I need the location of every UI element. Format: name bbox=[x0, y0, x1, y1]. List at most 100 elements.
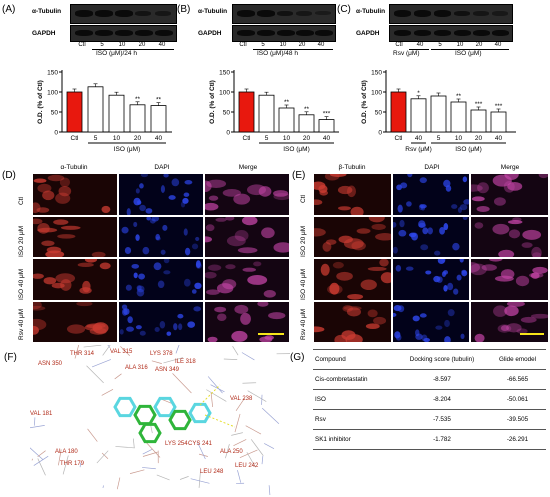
significance-label: *** bbox=[323, 111, 331, 118]
microscopy-image bbox=[118, 215, 204, 258]
y-tick-label: 100 bbox=[371, 90, 382, 97]
residue-label: CYS 241 bbox=[188, 441, 213, 447]
lane-label: 5 bbox=[261, 42, 265, 48]
microscopy-image bbox=[32, 215, 118, 258]
cell-texture bbox=[33, 218, 106, 258]
table-header: Docking score (tubulin) bbox=[395, 349, 489, 370]
significance-label: ** bbox=[156, 97, 162, 104]
column-label: DAPI bbox=[424, 164, 440, 171]
cell-texture bbox=[205, 216, 289, 253]
blot-label-gapdh-b: GAPDH bbox=[198, 30, 222, 37]
bar bbox=[430, 95, 447, 133]
microscopy-image bbox=[391, 215, 471, 258]
lane-label: 40 bbox=[416, 42, 424, 48]
y-tick-label: 0 bbox=[54, 130, 58, 137]
residue-label: LEU 248 bbox=[200, 469, 224, 475]
treatment-label-b: ISO (μM)/48 h bbox=[257, 50, 298, 57]
protein-bond bbox=[87, 428, 98, 442]
table-cell: -66.565 bbox=[489, 369, 546, 390]
docking-score-table: Compound Docking score (tubulin) Glide e… bbox=[313, 349, 546, 450]
protein-bond bbox=[101, 388, 114, 396]
panel-label-c: (C) bbox=[337, 4, 351, 15]
protein-bond bbox=[239, 449, 258, 459]
blot-label-gapdh-c: GAPDH bbox=[356, 30, 380, 37]
microscopy-image bbox=[470, 173, 549, 216]
protein-bond bbox=[133, 438, 135, 448]
category-label: 10 bbox=[283, 135, 291, 142]
lane-label: 20 bbox=[138, 42, 146, 48]
row-label: Rsv 40 μM bbox=[300, 308, 307, 340]
microscopy-image bbox=[118, 300, 204, 343]
treatment-label-a: ISO (μM)/24 h bbox=[96, 50, 137, 57]
cell-texture bbox=[119, 304, 201, 336]
category-label: 20 bbox=[303, 135, 311, 142]
scale-bar bbox=[258, 333, 284, 335]
residue-label: VAL 181 bbox=[30, 411, 53, 417]
row-label: Rsv 40 μM bbox=[18, 308, 25, 340]
blot-label-tubulin-a: α-Tubulin bbox=[32, 8, 62, 15]
microscopy-image bbox=[470, 300, 549, 343]
lane-label: 10 bbox=[118, 42, 126, 48]
western-blot-tubulin-c bbox=[389, 4, 513, 24]
group-label-iso: ISO (μM) bbox=[455, 50, 482, 57]
microscopy-image bbox=[32, 173, 118, 216]
category-label: Ctl bbox=[243, 135, 252, 142]
protein-bond bbox=[120, 346, 131, 357]
y-tick-label: 150 bbox=[371, 70, 382, 77]
category-label: 5 bbox=[265, 135, 269, 142]
cell-texture bbox=[205, 261, 276, 298]
table-cell: -26.291 bbox=[489, 429, 546, 450]
microscopy-image bbox=[313, 173, 392, 216]
cell-texture bbox=[313, 216, 391, 252]
protein-bond bbox=[234, 413, 241, 433]
table-header: Compound bbox=[313, 349, 395, 370]
y-axis-label: O.D. (% of Ctl) bbox=[209, 80, 216, 124]
protein-bond bbox=[172, 373, 192, 394]
protein-bond bbox=[223, 358, 238, 360]
panel-label-d: (D) bbox=[2, 170, 16, 181]
protein-bond bbox=[30, 447, 44, 461]
protein-bond bbox=[206, 389, 227, 402]
table-cell: -50.061 bbox=[489, 389, 546, 410]
bar bbox=[87, 86, 104, 133]
cell-texture bbox=[121, 216, 200, 255]
bar bbox=[298, 114, 315, 133]
panel-label-e: (E) bbox=[292, 170, 306, 181]
residue-label: ALA 316 bbox=[125, 365, 148, 371]
protein-bond bbox=[207, 376, 223, 394]
cell-texture bbox=[474, 301, 548, 342]
microscopy-image bbox=[470, 258, 549, 301]
protein-bond bbox=[264, 443, 275, 450]
microscopy-image bbox=[204, 215, 290, 258]
table-row: Cis-combretastatin -8.597 -66.565 bbox=[313, 369, 546, 390]
microscopy-image bbox=[391, 173, 471, 216]
category-label: 20 bbox=[134, 135, 142, 142]
table-cell: -8.204 bbox=[395, 389, 489, 410]
cell-texture bbox=[207, 301, 286, 342]
bar bbox=[66, 91, 83, 133]
lane-label: Ctl bbox=[239, 42, 247, 48]
protein-bond bbox=[116, 477, 121, 490]
protein-bond bbox=[33, 455, 49, 466]
protein-bond bbox=[91, 359, 112, 368]
protein-bond bbox=[245, 425, 262, 435]
bar bbox=[278, 107, 295, 133]
protein-bond bbox=[232, 346, 239, 356]
microscopy-image bbox=[204, 173, 290, 216]
microscopy-image bbox=[204, 258, 290, 301]
significance-label: ** bbox=[135, 96, 141, 103]
cell-texture bbox=[33, 258, 111, 294]
group-label-rsv: Rsv (μM) bbox=[393, 50, 420, 57]
significance-label: * bbox=[417, 90, 420, 97]
protein-bond bbox=[250, 439, 264, 456]
ligand-ring bbox=[153, 396, 177, 418]
significance-label: ** bbox=[304, 106, 310, 113]
microscopy-image bbox=[118, 173, 204, 216]
protein-bond bbox=[175, 345, 180, 354]
y-tick-label: 0 bbox=[378, 130, 382, 137]
protein-bond bbox=[142, 451, 158, 457]
table-row: Rsv -7.535 -39.505 bbox=[313, 409, 546, 430]
protein-bond bbox=[96, 450, 109, 464]
protein-bond bbox=[163, 357, 184, 364]
